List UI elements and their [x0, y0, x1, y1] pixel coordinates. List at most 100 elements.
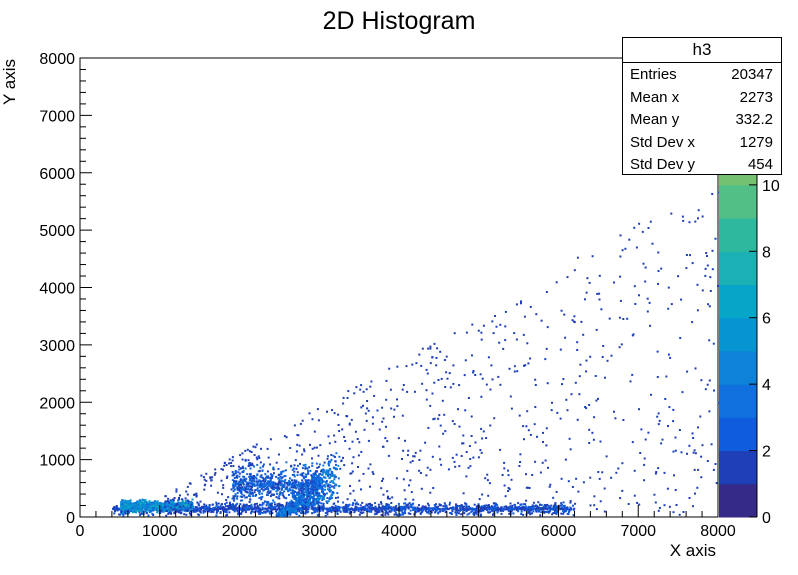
histogram-cell: [322, 490, 324, 493]
histogram-cell: [377, 509, 380, 512]
histogram-cell: [544, 459, 547, 462]
histogram-cell: [547, 466, 549, 469]
histogram-cell: [232, 474, 235, 477]
histogram-cell: [562, 378, 565, 381]
histogram-cell: [564, 508, 567, 511]
histogram-cell: [250, 451, 253, 453]
histogram-cell: [460, 507, 463, 510]
histogram-cell: [591, 431, 594, 434]
histogram-cell: [556, 511, 559, 513]
histogram-cell: [307, 510, 310, 513]
histogram-cell: [439, 424, 442, 427]
histogram-cell: [334, 496, 337, 499]
histogram-cell: [205, 472, 208, 475]
histogram-cell: [323, 476, 325, 479]
histogram-cell: [142, 502, 145, 505]
histogram-cell: [139, 506, 142, 509]
histogram-cell: [113, 512, 116, 515]
histogram-cell: [260, 496, 263, 499]
histogram-cell: [492, 513, 494, 516]
histogram-cell: [314, 479, 317, 482]
histogram-cell: [568, 510, 571, 513]
histogram-cell: [479, 509, 482, 511]
histogram-cell: [173, 502, 176, 505]
histogram-cell: [447, 508, 450, 511]
histogram-cell: [394, 508, 397, 511]
histogram-cell: [465, 451, 468, 453]
histogram-cell: [295, 467, 298, 470]
histogram-cell: [296, 493, 299, 495]
histogram-cell: [307, 472, 310, 475]
histogram-cell: [192, 509, 195, 512]
histogram-cell: [186, 505, 189, 508]
histogram-cell: [237, 471, 240, 474]
histogram-cell: [478, 498, 481, 501]
histogram-cell: [603, 487, 606, 490]
histogram-cell: [157, 508, 160, 511]
histogram-cell: [291, 495, 294, 498]
histogram-cell: [479, 506, 481, 509]
histogram-cell: [504, 495, 507, 498]
histogram-cell: [178, 498, 181, 501]
histogram-cell: [475, 506, 478, 509]
histogram-cell: [407, 512, 410, 515]
histogram-cell: [244, 508, 247, 510]
histogram-cell: [167, 511, 170, 514]
histogram-cell: [295, 503, 298, 506]
histogram-cell: [303, 488, 306, 491]
histogram-cell: [610, 476, 613, 479]
histogram-cell: [181, 506, 184, 509]
histogram-cell: [462, 509, 465, 512]
histogram-cell: [529, 513, 532, 516]
histogram-cell: [377, 503, 380, 506]
histogram-cell: [248, 508, 251, 511]
histogram-cell: [304, 511, 307, 514]
histogram-cell: [225, 514, 228, 517]
histogram-cell: [448, 372, 451, 375]
histogram-cell: [576, 418, 579, 421]
histogram-cell: [378, 428, 381, 431]
histogram-cell: [290, 492, 293, 495]
histogram-cell: [140, 509, 143, 512]
histogram-cell: [323, 471, 326, 474]
histogram-cell: [328, 442, 331, 445]
histogram-cell: [554, 511, 557, 514]
histogram-cell: [246, 448, 249, 451]
histogram-cell: [136, 504, 138, 507]
histogram-cell: [633, 285, 636, 288]
histogram-cell: [411, 363, 414, 366]
histogram-cell: [619, 234, 622, 237]
histogram-cell: [367, 467, 370, 470]
histogram-cell: [476, 504, 479, 507]
histogram-cell: [252, 475, 254, 478]
histogram-cell: [257, 510, 260, 513]
histogram-cell: [317, 485, 319, 488]
histogram-cell: [516, 370, 519, 373]
histogram-cell: [318, 486, 321, 489]
histogram-cell: [288, 493, 290, 496]
histogram-cell: [523, 509, 526, 512]
histogram-cell: [378, 511, 381, 513]
histogram-cell: [469, 507, 472, 510]
histogram-cell: [672, 450, 675, 453]
histogram-cell: [164, 500, 167, 503]
histogram-cell: [355, 501, 358, 504]
histogram-cell: [421, 347, 424, 350]
histogram-cell: [246, 481, 249, 484]
histogram-cell: [282, 512, 285, 515]
histogram-cell: [173, 497, 176, 499]
histogram-cell: [369, 385, 372, 388]
histogram-cell: [254, 506, 257, 509]
histogram-cell: [364, 505, 367, 508]
histogram-cell: [349, 485, 351, 487]
histogram-cell: [382, 477, 385, 480]
histogram-cell: [247, 464, 250, 467]
histogram-cell: [248, 479, 251, 482]
histogram-cell: [279, 473, 282, 476]
histogram-cell: [124, 510, 126, 513]
histogram-cell: [113, 506, 116, 509]
histogram-cell: [253, 506, 256, 509]
histogram-cell: [254, 495, 257, 497]
histogram-cell: [313, 504, 316, 507]
histogram-cell: [425, 389, 428, 392]
